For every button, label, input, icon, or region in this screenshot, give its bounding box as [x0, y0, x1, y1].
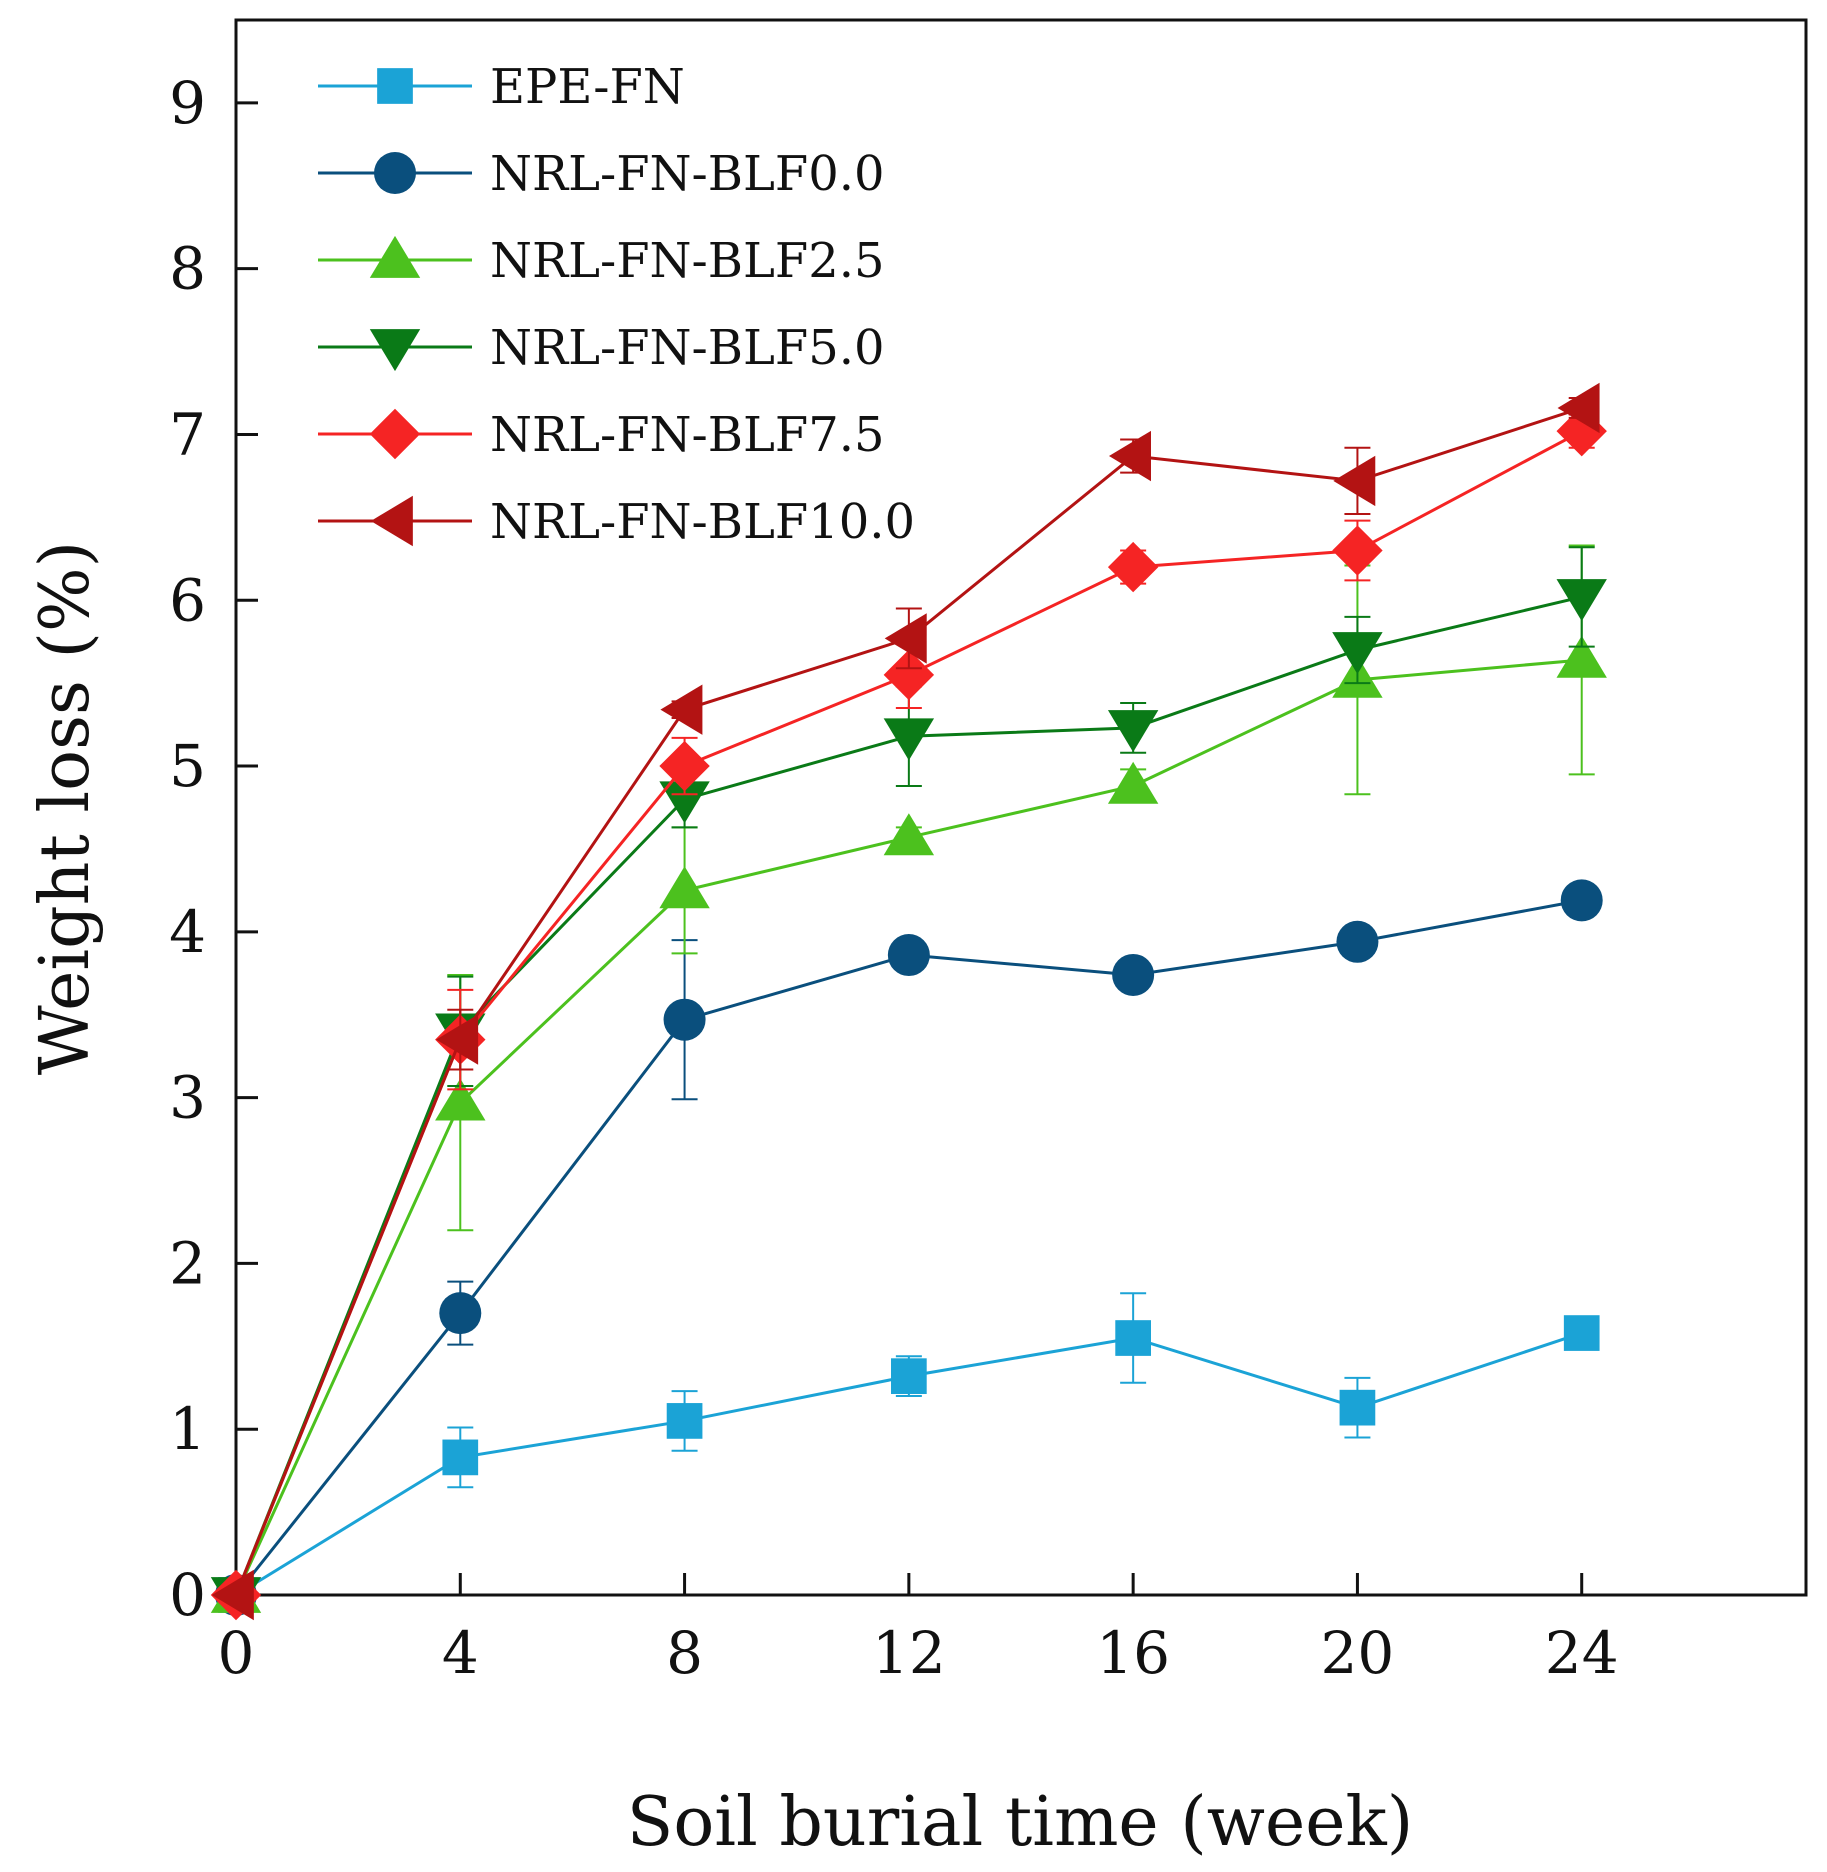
legend-label: NRL-FN-BLF0.0 [490, 146, 885, 202]
data-point [1115, 1320, 1151, 1356]
legend-label: NRL-FN-BLF2.5 [490, 233, 885, 289]
x-tick-label-4: 4 [442, 1619, 479, 1687]
data-point [442, 1439, 479, 1476]
x-tick-label-24: 24 [1545, 1619, 1619, 1687]
data-point [1107, 541, 1159, 593]
legend-swatch-marker [374, 152, 416, 194]
data-point [436, 1014, 479, 1065]
x-tick-label-16: 16 [1096, 1619, 1170, 1687]
x-tick-label-8: 8 [666, 1619, 703, 1687]
series-layer [210, 382, 1607, 1621]
data-point [1339, 1389, 1376, 1426]
data-point [1332, 632, 1383, 675]
legend-item-1: NRL-FN-BLF0.0 [318, 146, 885, 202]
x-tick-label-0: 0 [218, 1619, 255, 1687]
y-tick-label-2: 2 [169, 1229, 206, 1297]
data-point [1332, 525, 1383, 576]
series-line [234, 429, 1583, 1596]
series-4 [210, 405, 1607, 1621]
legend-label: NRL-FN-BLF5.0 [490, 320, 885, 376]
legend-item-2: NRL-FN-BLF2.5 [318, 233, 885, 289]
legend-label: NRL-FN-BLF7.5 [490, 407, 885, 463]
legend-item-3: NRL-FN-BLF5.0 [318, 320, 885, 376]
y-axis-title: Weight loss (%) [26, 541, 105, 1075]
y-tick-label-4: 4 [169, 898, 206, 966]
legend-label: NRL-FN-BLF10.0 [490, 494, 915, 550]
legend-swatch-marker [369, 235, 421, 278]
legend-label: EPE-FN [490, 59, 685, 115]
data-point [211, 1569, 254, 1621]
data-point [666, 1403, 703, 1439]
legend-swatch-marker [369, 329, 421, 372]
y-tick-label-0: 0 [169, 1561, 206, 1629]
series-line [234, 406, 1583, 1596]
legend: EPE-FN NRL-FN-BLF0.0 NRL-FN-BLF2.5 NRL-FN-B… [318, 59, 915, 550]
y-tick-label-9: 9 [169, 69, 206, 137]
data-point [1560, 879, 1603, 922]
y-tick-label-7: 7 [169, 400, 206, 468]
x-tick-label-20: 20 [1321, 1619, 1395, 1687]
data-point [1108, 430, 1151, 482]
x-axis-title: Soil burial time (week) [627, 1783, 1413, 1862]
y-tick-label-3: 3 [169, 1064, 206, 1132]
data-point [883, 718, 935, 761]
legend-swatch-marker [370, 495, 413, 547]
y-tick-label-5: 5 [169, 732, 206, 800]
data-point [659, 781, 710, 824]
data-point [884, 613, 927, 664]
y-tick-label-8: 8 [169, 235, 206, 303]
series-5 [211, 382, 1600, 1621]
data-point [1107, 761, 1159, 804]
legend-swatch-marker [377, 68, 413, 104]
data-point [887, 934, 930, 977]
series-line [234, 898, 1582, 1596]
data-point [1563, 1315, 1600, 1351]
data-point [883, 649, 935, 701]
series-1 [215, 879, 1603, 1616]
legend-item-5: NRL-FN-BLF10.0 [318, 494, 915, 550]
data-point [1112, 953, 1155, 996]
data-point [1556, 579, 1607, 622]
series-line [234, 658, 1582, 1596]
data-point [1333, 455, 1376, 507]
data-point [435, 1078, 486, 1121]
data-point [663, 998, 706, 1041]
data-point [883, 813, 935, 856]
series-0 [218, 1292, 1600, 1613]
data-point [660, 684, 703, 735]
legend-swatch-marker [369, 408, 421, 460]
y-tick-label-6: 6 [169, 566, 206, 634]
data-point [659, 866, 710, 909]
x-tick-label-12: 12 [872, 1619, 946, 1687]
data-point [1556, 635, 1607, 678]
data-point [1336, 920, 1379, 963]
data-point [1557, 382, 1600, 434]
data-point [439, 1292, 482, 1335]
plot-frame [234, 18, 1808, 1597]
y-tick-label-1: 1 [169, 1395, 206, 1463]
data-point [1107, 710, 1159, 753]
data-point [891, 1358, 927, 1395]
legend-item-0: EPE-FN [318, 59, 685, 115]
legend-item-4: NRL-FN-BLF7.5 [318, 407, 885, 463]
data-point [659, 740, 710, 792]
